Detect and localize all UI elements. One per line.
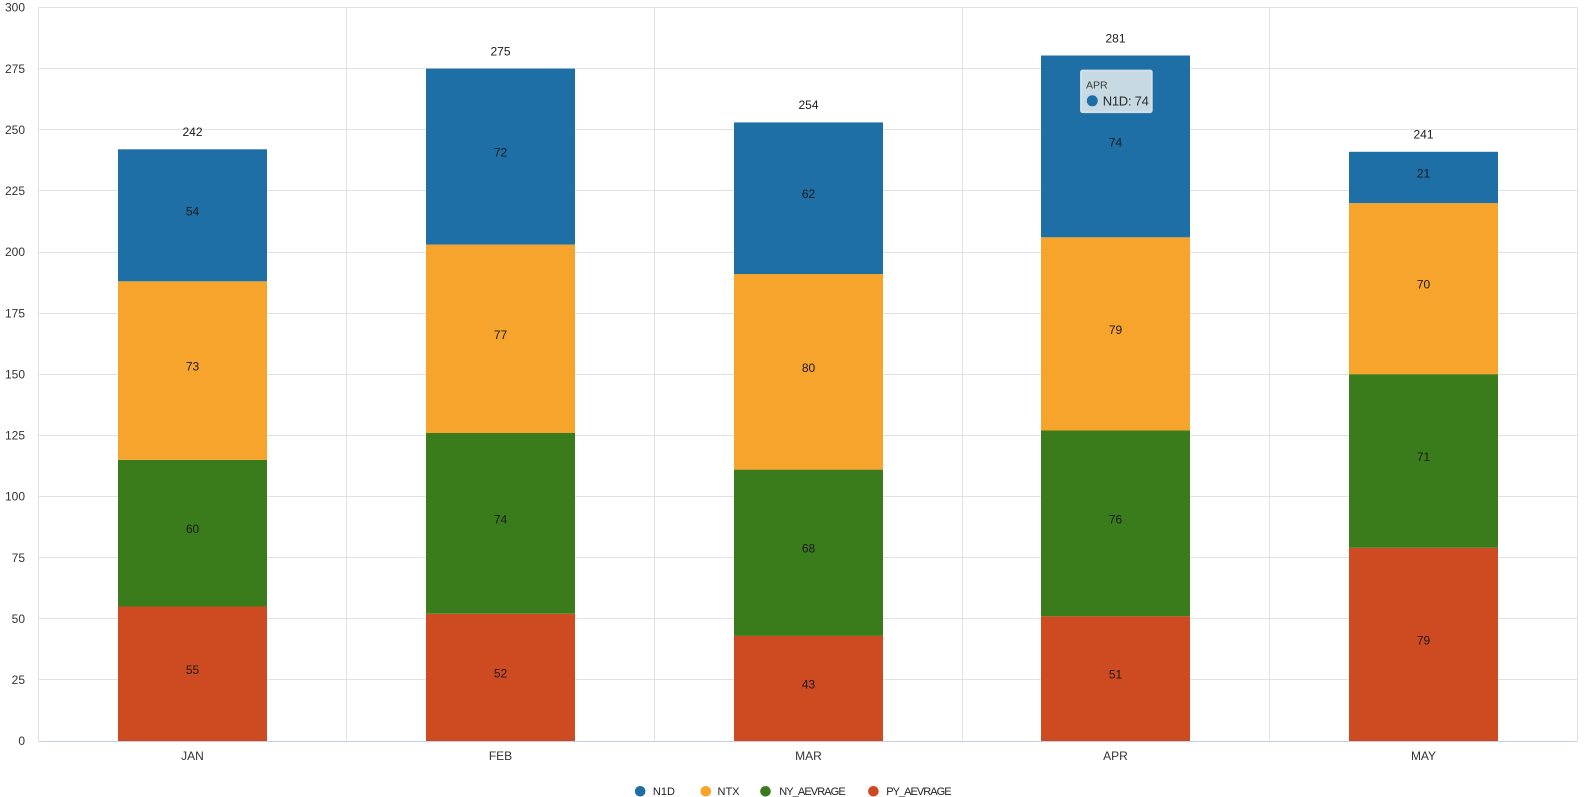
svg-text:25: 25 <box>12 673 26 687</box>
svg-text:73: 73 <box>186 360 200 374</box>
svg-text:242: 242 <box>182 125 202 139</box>
svg-text:NTX: NTX <box>718 786 741 797</box>
svg-text:62: 62 <box>802 187 816 201</box>
svg-text:125: 125 <box>5 429 25 443</box>
svg-text:79: 79 <box>1109 323 1123 337</box>
svg-text:52: 52 <box>494 666 508 680</box>
svg-text:80: 80 <box>802 361 816 375</box>
svg-text:71: 71 <box>1417 450 1431 464</box>
svg-text:225: 225 <box>5 184 25 198</box>
svg-text:100: 100 <box>5 490 25 504</box>
svg-text:281: 281 <box>1105 31 1125 45</box>
svg-text:300: 300 <box>5 1 25 15</box>
svg-text:275: 275 <box>490 44 510 58</box>
svg-text:MAR: MAR <box>795 749 822 763</box>
svg-text:N1D: 74: N1D: 74 <box>1103 94 1149 109</box>
svg-text:79: 79 <box>1417 633 1431 647</box>
svg-text:FEB: FEB <box>489 749 512 763</box>
svg-text:43: 43 <box>802 677 816 691</box>
svg-text:200: 200 <box>5 245 25 259</box>
svg-text:MAY: MAY <box>1411 749 1436 763</box>
svg-text:150: 150 <box>5 367 25 381</box>
svg-text:254: 254 <box>798 98 818 112</box>
svg-text:PY_AEVRAGE: PY_AEVRAGE <box>886 786 951 797</box>
svg-text:74: 74 <box>1109 135 1123 149</box>
svg-text:50: 50 <box>12 612 26 626</box>
svg-text:77: 77 <box>494 328 508 342</box>
svg-text:21: 21 <box>1417 166 1431 180</box>
svg-text:60: 60 <box>186 522 200 536</box>
svg-text:72: 72 <box>494 146 508 160</box>
svg-text:74: 74 <box>494 512 508 526</box>
svg-text:75: 75 <box>12 551 26 565</box>
svg-text:68: 68 <box>802 542 816 556</box>
svg-text:250: 250 <box>5 123 25 137</box>
svg-text:76: 76 <box>1109 512 1123 526</box>
svg-text:54: 54 <box>186 204 200 218</box>
svg-text:241: 241 <box>1413 128 1433 142</box>
svg-text:0: 0 <box>18 734 25 748</box>
svg-text:70: 70 <box>1417 278 1431 292</box>
svg-text:51: 51 <box>1109 668 1123 682</box>
svg-text:NY_AEVRAGE: NY_AEVRAGE <box>779 786 845 797</box>
svg-text:175: 175 <box>5 306 25 320</box>
svg-text:55: 55 <box>186 663 200 677</box>
svg-text:JAN: JAN <box>181 749 204 763</box>
svg-text:APR: APR <box>1086 80 1108 92</box>
svg-text:275: 275 <box>5 62 25 76</box>
svg-text:N1D: N1D <box>653 786 675 797</box>
svg-text:APR: APR <box>1103 749 1128 763</box>
